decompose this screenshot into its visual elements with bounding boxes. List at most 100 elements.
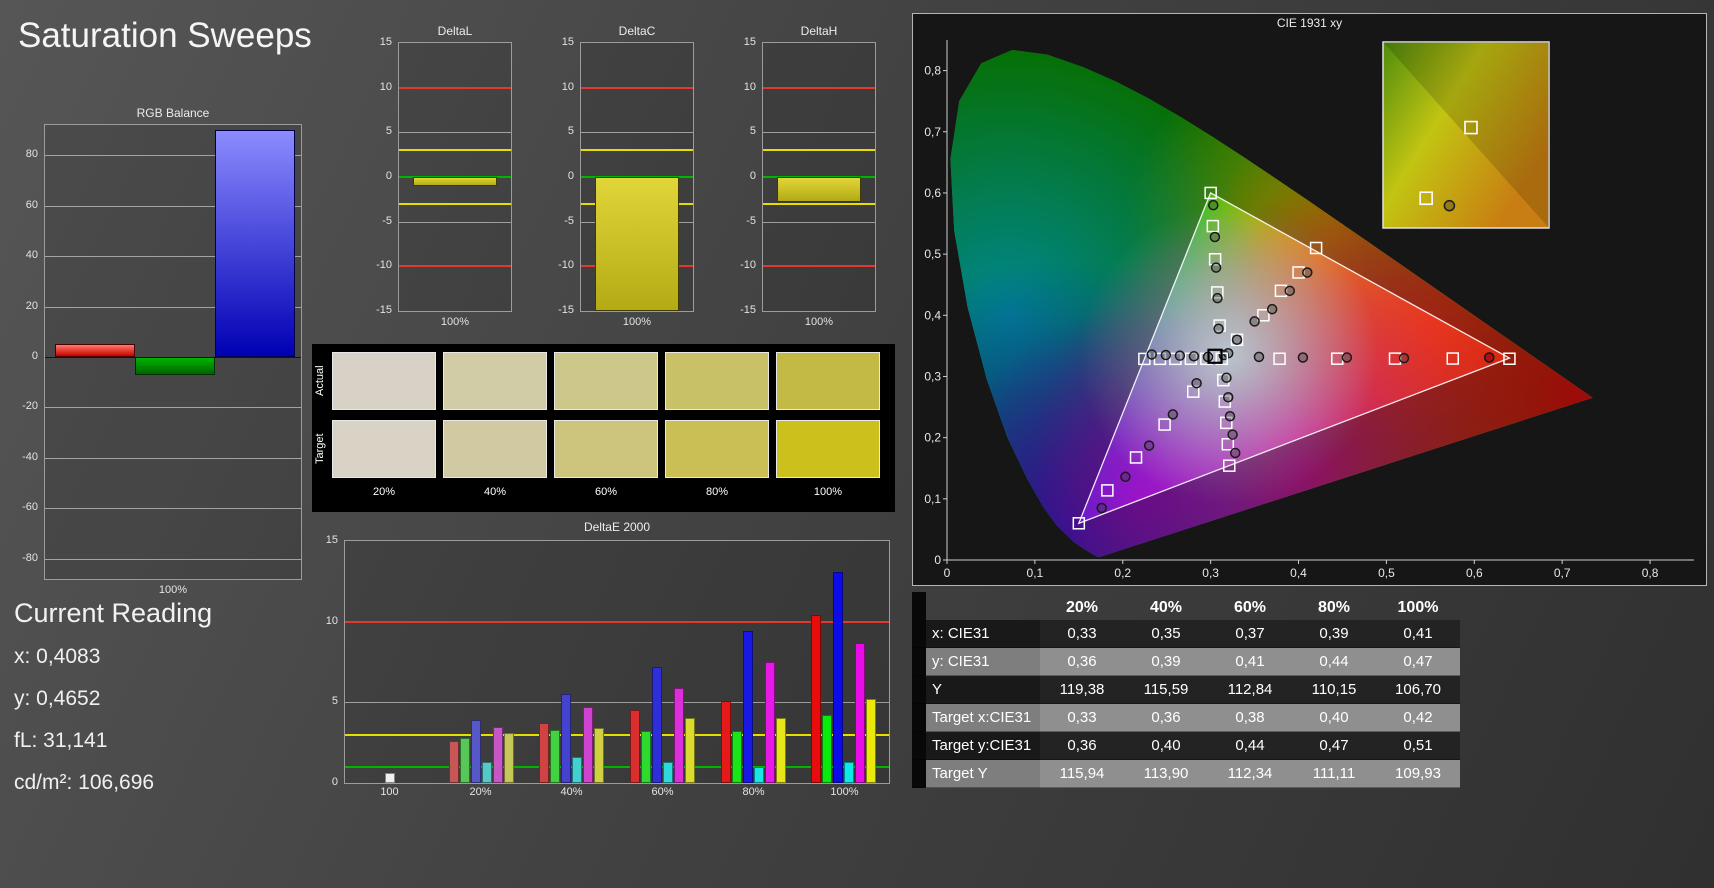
table-row-label: Target x:CIE31	[926, 704, 1040, 732]
table-cell: 112,84	[1208, 676, 1292, 704]
table-row-strip	[912, 648, 926, 676]
target-point-red	[1388, 352, 1402, 365]
table-cell: 112,34	[1208, 760, 1292, 788]
deltae-bar-cyan	[572, 757, 583, 783]
y-tick-label: 15	[325, 534, 338, 546]
bar-blue	[215, 130, 295, 358]
y-tick-label: 0,5	[924, 247, 941, 261]
x-tick-label: 40%	[560, 786, 583, 798]
measurement-table: 20% 40% 60% 80% 100% x: CIE31 0,33 0,35 0,37 0,39…	[912, 592, 1460, 788]
swatch-col-label: 80%	[705, 486, 729, 498]
deltae-bar-green	[822, 715, 833, 783]
deltae-bar-cyan	[844, 762, 855, 783]
bar-green	[135, 357, 215, 375]
x-tick-label: 0	[944, 566, 951, 580]
y-tick-label: 10	[379, 80, 392, 93]
deltae-bar-red	[811, 615, 822, 783]
measured-point-cyan	[1174, 350, 1186, 361]
table-cell: 111,11	[1292, 760, 1376, 788]
table-row-label: y: CIE31	[926, 648, 1040, 676]
delta-h-plot	[762, 42, 876, 312]
rgb-balance-x-label: 100%	[158, 584, 188, 596]
delta-bar	[413, 177, 497, 186]
gridline	[581, 132, 693, 134]
deltae-bar-green	[459, 737, 470, 783]
table-row-label: Y	[926, 676, 1040, 704]
gridline	[345, 702, 889, 704]
limit-line	[581, 86, 693, 89]
limit-line	[399, 265, 511, 268]
inset-measured-point	[1443, 199, 1456, 212]
measured-point-blue	[1120, 471, 1131, 483]
table-cell: 0,36	[1040, 648, 1124, 676]
gridline	[399, 132, 511, 134]
cie-plot: 0 0,1 0,2 0,3 0,4 0,5 0,6 0,7 0,8 0 0,1 0,2 0,3 0,4 0,…	[924, 40, 1694, 580]
gridline	[45, 256, 301, 258]
bar-red	[55, 344, 135, 358]
gridline	[45, 205, 301, 207]
table-cell: 0,33	[1040, 620, 1124, 648]
deltae-bar-yellow	[594, 728, 605, 783]
table-row-strip	[912, 620, 926, 648]
x-tick-label: 60%	[651, 786, 674, 798]
table-row-strip	[912, 676, 926, 704]
deltae-bar-yellow	[775, 718, 786, 783]
deltae-bar-magenta	[583, 707, 594, 783]
gridline	[45, 155, 301, 157]
x-tick-label: 0,4	[1290, 566, 1307, 580]
y-tick-label: 15	[561, 36, 574, 48]
target-point-green	[1208, 253, 1222, 266]
table-cell: 109,93	[1376, 760, 1460, 788]
y-tick-label: -5	[746, 214, 756, 227]
delta-bar	[595, 177, 679, 311]
deltae-bar-white	[385, 773, 396, 783]
target-swatch	[443, 420, 547, 478]
y-tick-label: -15	[558, 304, 574, 316]
table-cell: 0,47	[1292, 732, 1376, 760]
delta-l-plot	[398, 42, 512, 312]
target-swatch	[332, 420, 436, 478]
table-cell: 106,70	[1376, 676, 1460, 704]
delta-c-plot	[580, 42, 694, 312]
measured-point-red	[1297, 352, 1309, 363]
inset-target-point	[1419, 191, 1433, 206]
table-cell: 119,38	[1040, 676, 1124, 704]
limit-line	[345, 620, 889, 623]
y-tick-label: 20	[25, 299, 38, 312]
actual-swatch	[665, 352, 769, 410]
measured-point-green	[1210, 262, 1222, 273]
table-cell: 0,42	[1376, 704, 1460, 732]
zoom-inset-shading	[1383, 42, 1549, 228]
limit-line	[345, 733, 889, 736]
y-tick-label: 40	[25, 249, 38, 262]
deltae-bar-cyan	[662, 762, 673, 783]
x-tick-label: 0,2	[1114, 566, 1131, 580]
swatch-col-label: 60%	[594, 486, 618, 498]
delta-l-x-label: 100%	[440, 316, 470, 328]
measured-point-blue	[1167, 409, 1179, 420]
table-cell: 0,40	[1292, 704, 1376, 732]
y-tick-label: -10	[376, 259, 392, 272]
limit-line	[763, 202, 875, 205]
y-tick-label: 5	[331, 695, 338, 708]
deltae-x-axis: 100 20% 40% 60% 80% 100%	[344, 786, 890, 798]
gridline	[763, 132, 875, 134]
delta-c-title: DeltaC	[618, 24, 656, 38]
delta-bar	[777, 177, 861, 202]
target-point-red	[1273, 352, 1286, 365]
delta-l-title: DeltaL	[437, 24, 473, 38]
measured-point-yellow	[1231, 334, 1243, 346]
x-tick-label: 0,7	[1554, 566, 1571, 580]
y-tick-label: -5	[564, 214, 574, 227]
cie-1931-diagram: CIE 1931 xy 0 0,1 0,2 0,3 0,4 0,5 0,6 0,7 0,8 0 0,…	[912, 13, 1707, 586]
y-tick-label: -15	[740, 304, 756, 316]
gridline	[45, 457, 301, 459]
y-tick-label: 5	[749, 125, 756, 138]
y-tick-label: 0,4	[924, 308, 941, 322]
limit-line	[399, 149, 511, 152]
table-cell: 0,33	[1040, 704, 1124, 732]
target-point-blue	[1101, 484, 1114, 497]
measured-point-magenta	[1224, 410, 1236, 422]
rgb-balance-title: RGB Balance	[136, 106, 210, 120]
target-point-yellow	[1230, 333, 1244, 347]
